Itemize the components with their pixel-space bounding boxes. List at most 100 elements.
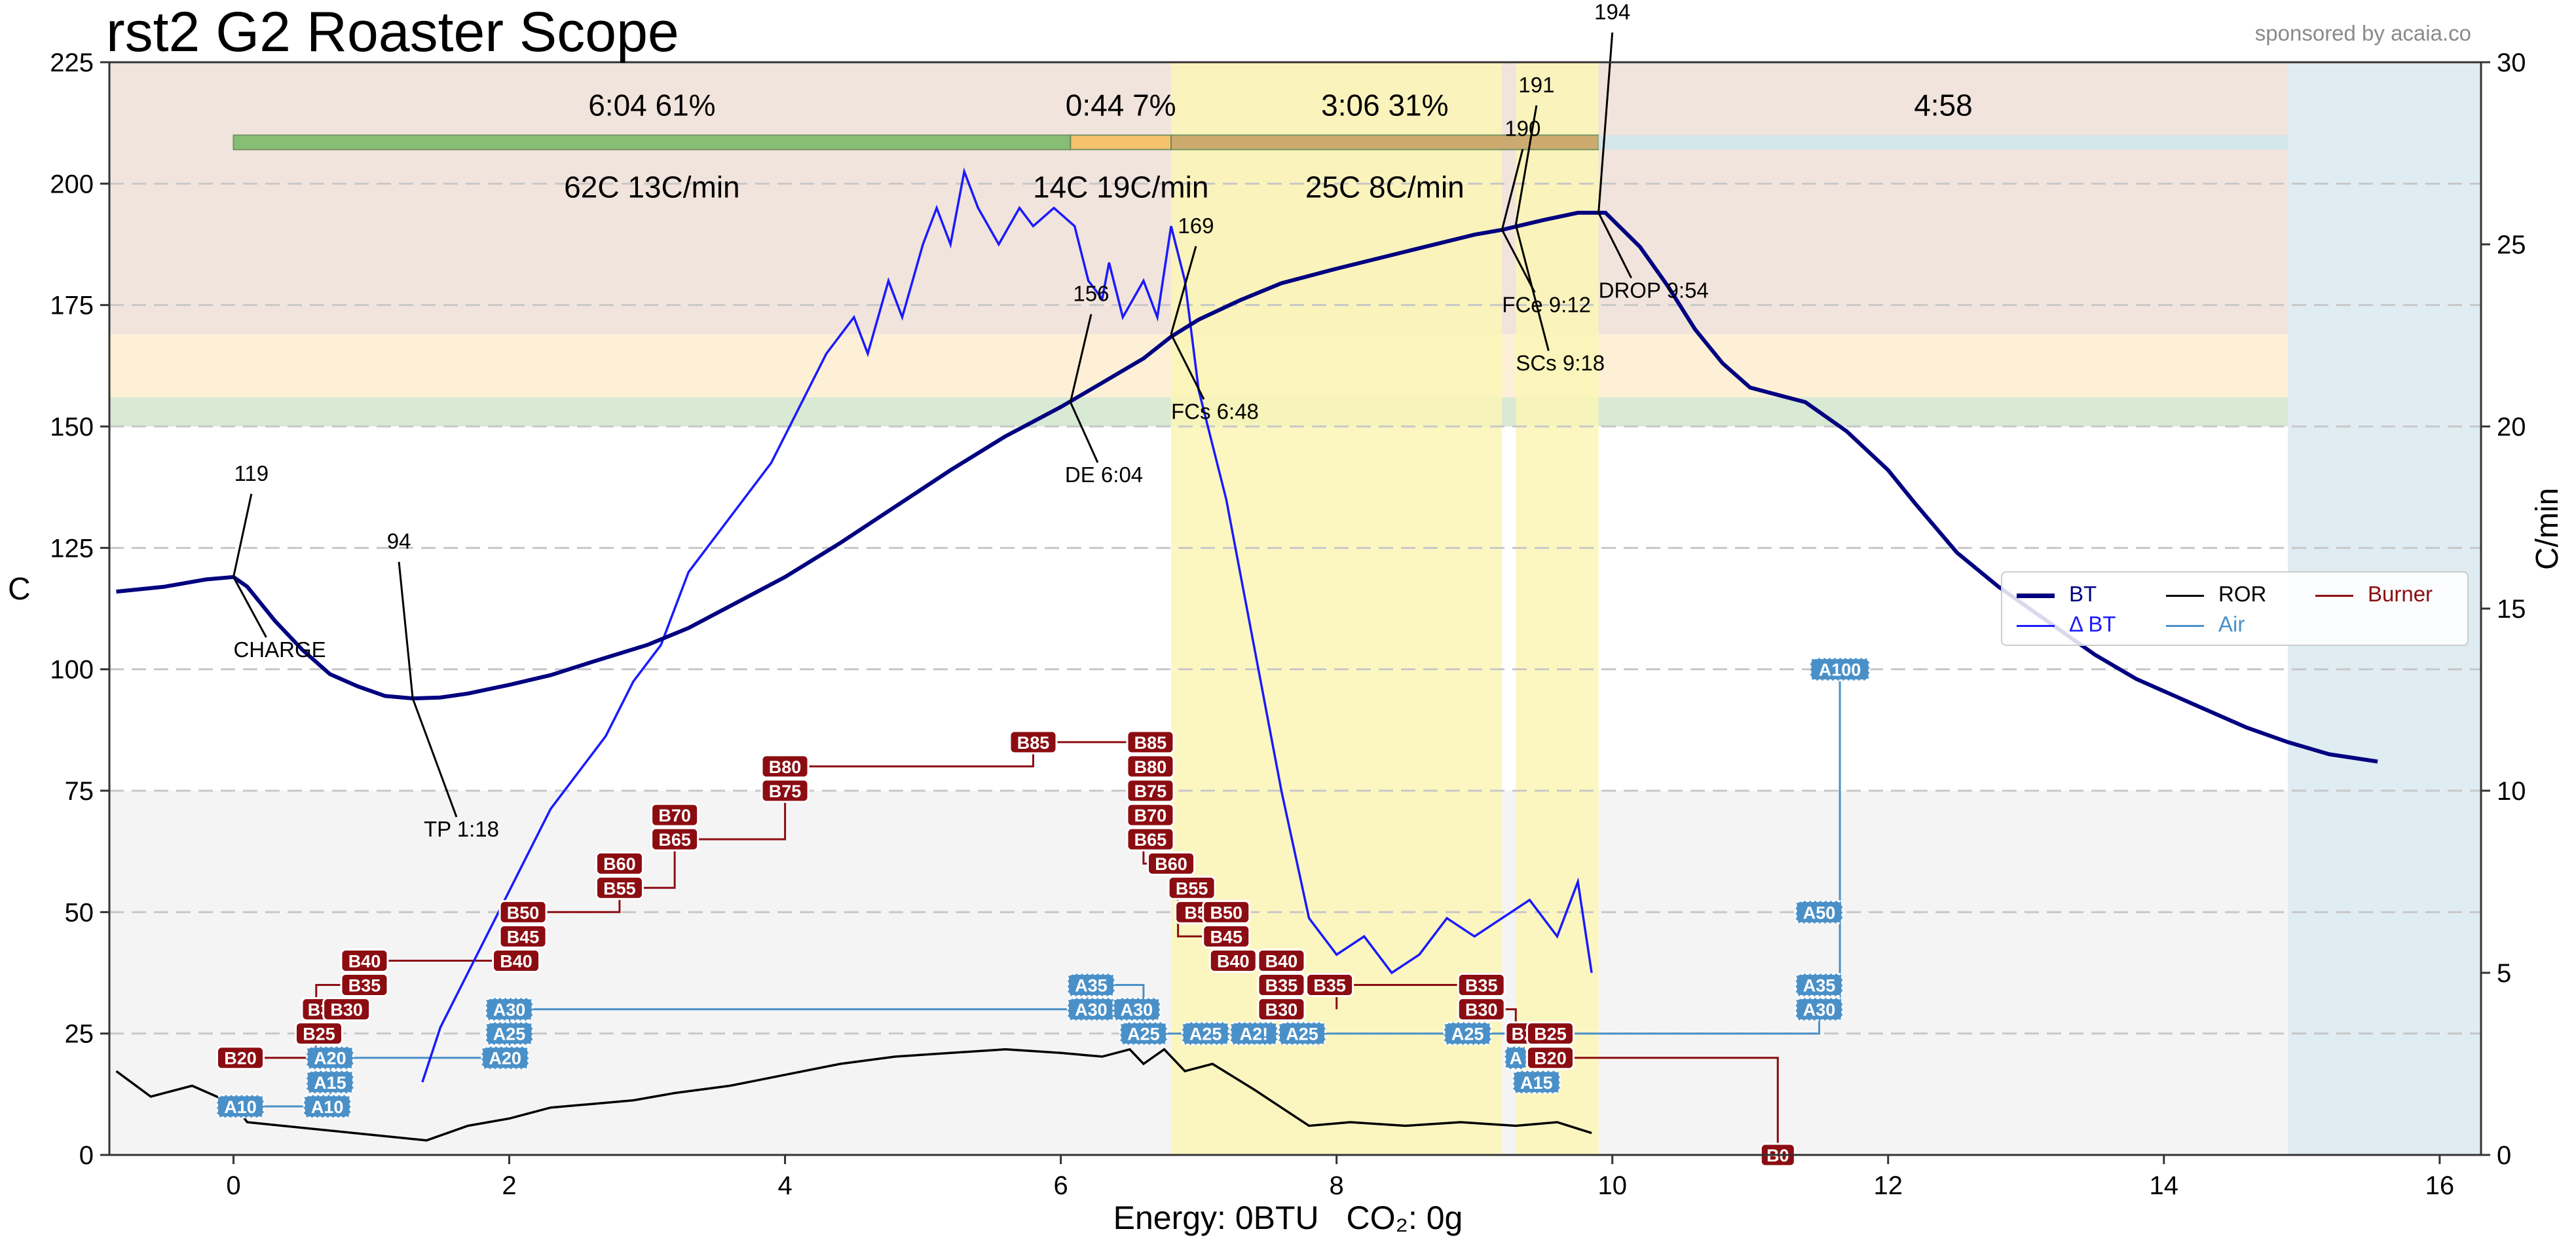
- y-left-tick-label-1: 25: [65, 1020, 94, 1049]
- burner-badge-text-10: B60: [603, 854, 636, 874]
- air-badge-6: [485, 997, 534, 1022]
- legend-label-delta-bt: Δ BT: [2069, 612, 2116, 636]
- burner-badge-text-32: B30: [1465, 1000, 1498, 1020]
- burner-badge-text-19: B70: [1134, 806, 1167, 825]
- burner-badge-text-20: B65: [1134, 830, 1167, 850]
- burner-badge-text-7: B45: [507, 927, 540, 947]
- burner-badge-5: [340, 948, 389, 973]
- event-value-leader-3: [1170, 246, 1197, 335]
- air-badge-text-11: A25: [1189, 1025, 1222, 1044]
- air-badge-text-0: A10: [224, 1097, 257, 1117]
- delta-bt-line: [421, 167, 1593, 1083]
- x-tick-label-7: 14: [2150, 1171, 2179, 1200]
- air-badge-text-14: A25: [1286, 1025, 1318, 1044]
- burner-badge-text-27: B40: [1265, 951, 1298, 971]
- burner-badge-text-13: B75: [769, 782, 802, 801]
- burner-badge-16: [1126, 730, 1175, 755]
- phase-region-0: [1171, 62, 1503, 1155]
- burner-badge-text-28: B35: [1265, 976, 1298, 996]
- phase-bar: 6:04 61% 62C 13C/min 0:44 7% 14C 19C/min 3:0…: [233, 88, 2288, 204]
- air-badge-text-1: A10: [311, 1097, 344, 1117]
- phase-top-label-3: 4:58: [1914, 88, 1973, 122]
- y-axis-label-left: C: [8, 572, 31, 607]
- burner-badge-text-11: B65: [658, 830, 691, 850]
- event-value-5: 191: [1518, 73, 1554, 97]
- burner-badge-text-22: B55: [1176, 878, 1208, 898]
- burner-badge-text-17: B80: [1134, 757, 1167, 777]
- air-badge-18: [1795, 997, 1844, 1022]
- chart-title: rst2 G2 Roaster Scope: [106, 1, 679, 64]
- burner-badge-14: [760, 754, 810, 779]
- burner-badge-3: [322, 997, 371, 1022]
- air-badge-text-16: A: [1510, 1049, 1523, 1068]
- legend-item-air: Air: [2166, 612, 2245, 637]
- sponsor-text: sponsored by acaia.co: [2254, 21, 2471, 45]
- phase-bar-segment-0: [233, 134, 1072, 151]
- y-right-tick-label-5: 25: [2497, 231, 2526, 259]
- burner-badge-text-21: B60: [1155, 854, 1187, 874]
- burner-badge-27: [1257, 948, 1306, 973]
- air-badge-12: [1229, 1021, 1279, 1046]
- air-badge-20: [1795, 899, 1844, 924]
- background-bands: [109, 62, 2481, 1155]
- burner-badge-text-24: B50: [1210, 903, 1242, 922]
- x-tick-label-4: 8: [1330, 1171, 1344, 1200]
- legend-item-delta-bt: Δ BT: [2017, 612, 2116, 637]
- burner-badge-10: [595, 851, 644, 876]
- event-label-4: FCe 9:12: [1502, 292, 1591, 316]
- y-axis-label-right: C/min: [2530, 487, 2565, 570]
- y-left-tick-label-5: 125: [50, 534, 94, 563]
- y-right-tick-label-3: 15: [2497, 595, 2526, 624]
- burner-badge-text-5: B40: [348, 951, 381, 971]
- burner-badge-text-34: B25: [1534, 1025, 1567, 1044]
- event-value-6: 194: [1594, 0, 1630, 24]
- air-badge-text-8: A35: [1075, 976, 1108, 996]
- burner-badge-text-25: B45: [1210, 927, 1242, 947]
- phase-bar-segment-3: [1598, 135, 2288, 150]
- burner-badge-6: [492, 948, 541, 973]
- legend-item-burner: Burner: [2315, 582, 2433, 607]
- burner-badge-text-16: B85: [1134, 733, 1167, 753]
- axes: 0 2 4 6 8 10 12 14 16 0 25 50 75 100 125 150 175 200 225 0 5…: [50, 48, 2526, 1200]
- burner-badge-29: [1257, 997, 1306, 1022]
- event-label-leader-6: [1597, 212, 1632, 278]
- air-badge-4: [481, 1046, 530, 1070]
- air-badge-0: [215, 1094, 265, 1119]
- air-badge-14: [1278, 1021, 1327, 1046]
- burner-badge-24: [1202, 899, 1251, 924]
- event-value-leader-5: [1514, 105, 1538, 225]
- air-badge-1: [303, 1094, 352, 1119]
- air-badge-9: [1112, 997, 1161, 1022]
- air-badge-text-17: A15: [1520, 1073, 1553, 1093]
- air-badge-text-10: A25: [1127, 1025, 1160, 1044]
- x-tick-label-8: 16: [2425, 1171, 2455, 1200]
- legend-swatch-bt: [2017, 593, 2055, 598]
- event-label-leader-1: [411, 698, 458, 818]
- x-tick-label-1: 2: [502, 1171, 516, 1200]
- phase-bottom-label-2: 25C 8C/min: [1305, 170, 1465, 204]
- burner-badge-text-0: B20: [224, 1049, 257, 1068]
- legend-label-burner: Burner: [2368, 582, 2433, 606]
- air-badge-16: [1504, 1046, 1528, 1070]
- burner-badge-11: [650, 827, 700, 852]
- event-label-leader-0: [233, 576, 267, 638]
- air-badge-19: [1795, 973, 1844, 998]
- x-tick-label-2: 4: [777, 1171, 792, 1200]
- air-badge-text-12: A2!: [1240, 1025, 1269, 1044]
- burner-badge-text-8: B50: [507, 903, 540, 922]
- air-badge-text-9: A30: [1121, 1000, 1153, 1020]
- burner-badge-text-35: B20: [1534, 1049, 1567, 1068]
- phase-bar-segment-1: [1070, 134, 1172, 151]
- burner-badge-26: [1208, 948, 1258, 973]
- footer-stats: Energy: 0BTU CO₂: 0g: [0, 1199, 2576, 1237]
- event-value-leader-1: [398, 561, 414, 699]
- phase-top-label-0: 6:04 61%: [588, 88, 715, 122]
- burner-badge-28: [1257, 973, 1306, 998]
- burner-badge-text-4: B35: [348, 976, 381, 996]
- burner-badge-text-30: B35: [1313, 976, 1346, 996]
- legend-swatch-ror: [2166, 594, 2204, 597]
- event-value-leader-4: [1501, 149, 1524, 231]
- legend-swatch-delta-bt: [2017, 624, 2055, 627]
- burner-badge-7: [498, 924, 548, 949]
